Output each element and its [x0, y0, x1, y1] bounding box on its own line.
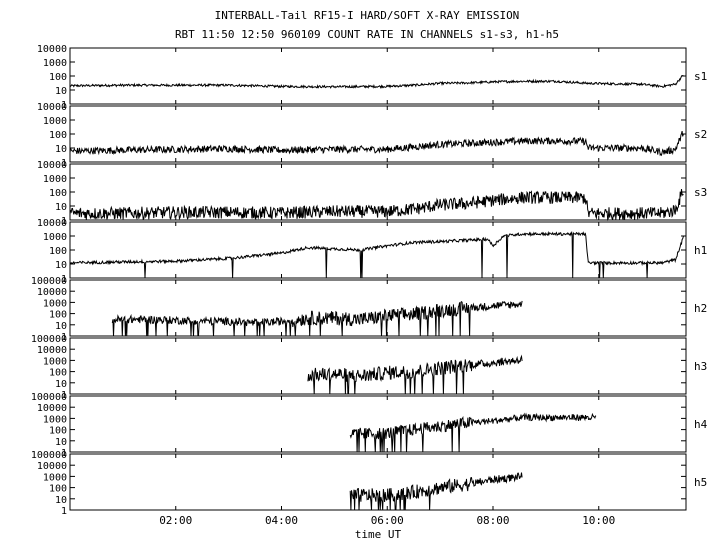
y-tick-label-h2: 10	[55, 321, 67, 332]
panels-group: 100001000100101s1100001000100101s2100001…	[31, 44, 708, 527]
y-tick-label-h4: 10000	[37, 403, 67, 414]
series-line-h3	[307, 354, 523, 395]
y-tick-label-h2: 10000	[37, 287, 67, 298]
y-tick-label-h3: 10	[55, 379, 67, 390]
series-line-s3	[69, 188, 684, 222]
y-tick-label-h3: 1000	[43, 356, 67, 367]
y-tick-label-h3: 100	[49, 368, 67, 379]
y-tick-label-h2: 100000	[31, 276, 67, 287]
chart-subtitle: RBT 11:50 12:50 960109 COUNT RATE IN CHA…	[175, 28, 559, 41]
y-tick-label-h1: 10	[55, 260, 67, 271]
x-tick-label: 02:00	[159, 514, 192, 527]
y-tick-label-s2: 100	[49, 130, 67, 141]
y-tick-label-h5: 100	[49, 484, 67, 495]
panel-frame-h3	[69, 337, 687, 395]
y-tick-label-h4: 10	[55, 437, 67, 448]
y-tick-label-h4: 100000	[31, 392, 67, 403]
y-tick-label-s1: 100	[49, 72, 67, 83]
channel-label-h1: h1	[694, 244, 707, 257]
x-tick-label: 04:00	[265, 514, 298, 527]
y-tick-label-h5: 10000	[37, 461, 67, 472]
y-tick-label-s2: 10000	[37, 102, 67, 113]
channel-label-h4: h4	[694, 418, 708, 431]
y-tick-label-h2: 1000	[43, 298, 67, 309]
y-tick-label-s3: 1	[61, 216, 67, 227]
y-tick-label-h4: 100	[49, 426, 67, 437]
y-tick-label-s1: 1	[61, 100, 67, 111]
y-tick-label-h2: 100	[49, 310, 67, 321]
y-tick-label-s3: 10000	[37, 160, 67, 171]
y-tick-label-h2: 1	[61, 332, 67, 343]
x-tick-label: 08:00	[476, 514, 509, 527]
y-tick-label-h3: 100000	[31, 334, 67, 345]
y-tick-label-h3: 10000	[37, 345, 67, 356]
series-line-h1	[69, 230, 684, 279]
y-tick-label-s1: 1000	[43, 58, 67, 69]
series-line-h5	[349, 472, 523, 511]
y-tick-label-s3: 100	[49, 188, 67, 199]
channel-label-s1: s1	[694, 70, 707, 83]
channel-label-h3: h3	[694, 360, 707, 373]
channel-label-s2: s2	[694, 128, 707, 141]
x-axis-label: time UT	[355, 528, 402, 541]
y-tick-label-h5: 1000	[43, 472, 67, 483]
y-tick-label-h5: 10	[55, 495, 67, 506]
y-tick-label-h4: 1000	[43, 414, 67, 425]
y-tick-label-h1: 100	[49, 246, 67, 257]
y-tick-label-h5: 1	[61, 506, 67, 517]
x-tick-label: 06:00	[371, 514, 404, 527]
y-tick-label-s3: 10	[55, 202, 67, 213]
channel-label-h2: h2	[694, 302, 707, 315]
y-tick-label-h4: 1	[61, 448, 67, 459]
channel-label-h5: h5	[694, 476, 707, 489]
y-tick-label-h1: 10000	[37, 218, 67, 229]
series-line-h4	[349, 412, 597, 453]
y-tick-label-h1: 1000	[43, 232, 67, 243]
y-tick-label-s2: 10	[55, 144, 67, 155]
y-tick-label-h1: 1	[61, 274, 67, 285]
series-line-s2	[69, 130, 684, 157]
y-tick-label-h3: 1	[61, 390, 67, 401]
series-line-s1	[69, 75, 684, 90]
y-tick-label-s2: 1	[61, 158, 67, 169]
series-line-h2	[111, 300, 523, 337]
x-tick-label: 10:00	[582, 514, 615, 527]
y-tick-label-s2: 1000	[43, 116, 67, 127]
y-tick-label-h5: 100000	[31, 450, 67, 461]
y-tick-label-s1: 10000	[37, 44, 67, 55]
panel-frame-h2	[69, 279, 687, 337]
channel-label-s3: s3	[694, 186, 707, 199]
panel-frame-h4	[69, 395, 687, 453]
y-tick-label-s3: 1000	[43, 174, 67, 185]
y-tick-label-s1: 10	[55, 86, 67, 97]
chart-title: INTERBALL-Tail RF15-I HARD/SOFT X-RAY EM…	[215, 9, 520, 22]
